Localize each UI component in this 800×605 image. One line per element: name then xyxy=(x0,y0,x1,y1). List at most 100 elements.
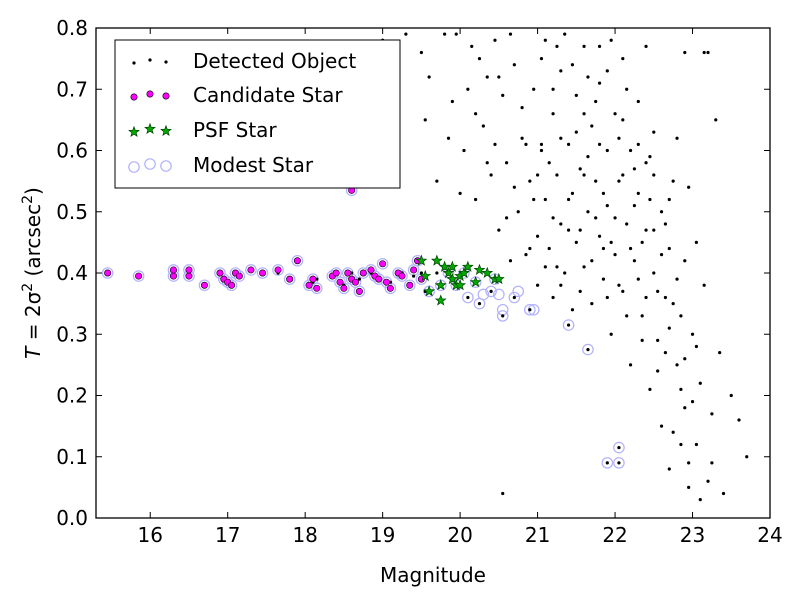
data-point xyxy=(683,406,687,410)
data-point xyxy=(310,282,323,295)
data-point xyxy=(539,142,544,146)
data-point xyxy=(586,155,590,159)
legend-label-modest-star: Modest Star xyxy=(193,153,314,177)
data-point xyxy=(446,136,451,140)
data-point xyxy=(132,270,145,282)
data-point xyxy=(679,442,683,447)
y-axis-label-sup2: 2 xyxy=(20,195,36,204)
data-point xyxy=(586,75,590,79)
y-tick-label: 0.8 xyxy=(56,16,88,40)
data-point xyxy=(508,259,513,263)
data-point xyxy=(617,136,621,140)
data-point xyxy=(652,271,656,275)
data-point xyxy=(458,191,462,195)
data-point xyxy=(621,118,625,122)
y-tick-label: 0.1 xyxy=(56,445,88,469)
y-tick-label: 0.4 xyxy=(56,261,88,285)
y-axis-label-end: ) xyxy=(21,187,45,195)
legend-marker xyxy=(160,124,172,137)
data-point xyxy=(671,430,675,434)
data-point xyxy=(648,387,652,391)
data-point xyxy=(547,161,551,165)
data-point xyxy=(543,197,547,202)
data-point xyxy=(605,204,609,208)
x-tick-label: 19 xyxy=(370,523,395,547)
data-point xyxy=(621,173,625,177)
data-point xyxy=(216,269,224,277)
data-point xyxy=(714,118,718,122)
data-point xyxy=(694,442,699,447)
legend-marker xyxy=(162,92,170,100)
data-point xyxy=(365,264,377,276)
data-point xyxy=(559,283,563,287)
data-point xyxy=(169,272,177,280)
data-point xyxy=(543,38,547,42)
data-point xyxy=(574,130,578,134)
data-point xyxy=(535,283,540,287)
data-point xyxy=(644,161,648,165)
data-point xyxy=(605,461,609,465)
data-point xyxy=(559,136,563,140)
data-point xyxy=(628,246,633,251)
data-point xyxy=(574,93,578,97)
data-point xyxy=(539,57,544,61)
x-axis-label: Magnitude xyxy=(380,563,486,587)
data-point xyxy=(524,142,528,146)
data-point xyxy=(737,418,741,422)
data-point xyxy=(663,351,668,355)
data-point xyxy=(528,179,532,183)
data-point xyxy=(652,228,656,232)
data-point xyxy=(609,38,613,42)
data-point xyxy=(435,271,439,275)
data-point xyxy=(520,136,524,140)
data-point xyxy=(683,50,687,55)
data-point xyxy=(512,295,516,300)
data-point xyxy=(667,246,671,251)
data-point xyxy=(698,498,702,502)
data-point xyxy=(687,485,691,489)
data-point xyxy=(386,284,394,292)
data-point xyxy=(185,272,193,280)
data-point xyxy=(291,254,304,267)
data-point xyxy=(601,246,606,251)
data-point xyxy=(419,269,432,282)
data-point xyxy=(644,44,648,48)
data-point xyxy=(656,289,660,293)
data-point xyxy=(454,279,467,291)
data-point xyxy=(532,197,536,202)
data-point xyxy=(357,267,370,279)
data-point xyxy=(466,295,470,300)
data-point xyxy=(648,197,652,202)
legend-marker xyxy=(130,93,138,101)
data-point xyxy=(412,274,416,278)
legend-marker xyxy=(128,125,140,138)
data-point xyxy=(640,240,644,244)
data-point xyxy=(497,75,501,79)
data-point xyxy=(613,216,617,220)
data-point xyxy=(566,142,571,146)
data-point xyxy=(597,142,602,146)
data-point xyxy=(406,281,414,289)
data-point xyxy=(334,276,346,288)
data-point xyxy=(582,44,586,48)
data-point xyxy=(535,234,540,238)
data-point xyxy=(644,295,648,300)
data-point xyxy=(628,148,633,153)
data-point xyxy=(644,228,648,232)
data-point xyxy=(594,99,598,104)
data-point xyxy=(524,253,528,257)
data-point xyxy=(185,266,193,274)
legend-label-psf-star: PSF Star xyxy=(193,118,277,142)
data-point xyxy=(477,302,482,306)
data-point xyxy=(283,273,296,285)
data-point xyxy=(332,269,340,277)
legend-label-candidate-star: Candidate Star xyxy=(193,83,343,107)
data-point xyxy=(551,112,555,116)
x-tick-label: 23 xyxy=(680,523,705,547)
data-point xyxy=(667,197,671,202)
data-point xyxy=(489,289,493,293)
data-point xyxy=(501,491,505,496)
data-point xyxy=(656,338,660,342)
data-point xyxy=(247,266,255,274)
data-point xyxy=(679,314,683,318)
